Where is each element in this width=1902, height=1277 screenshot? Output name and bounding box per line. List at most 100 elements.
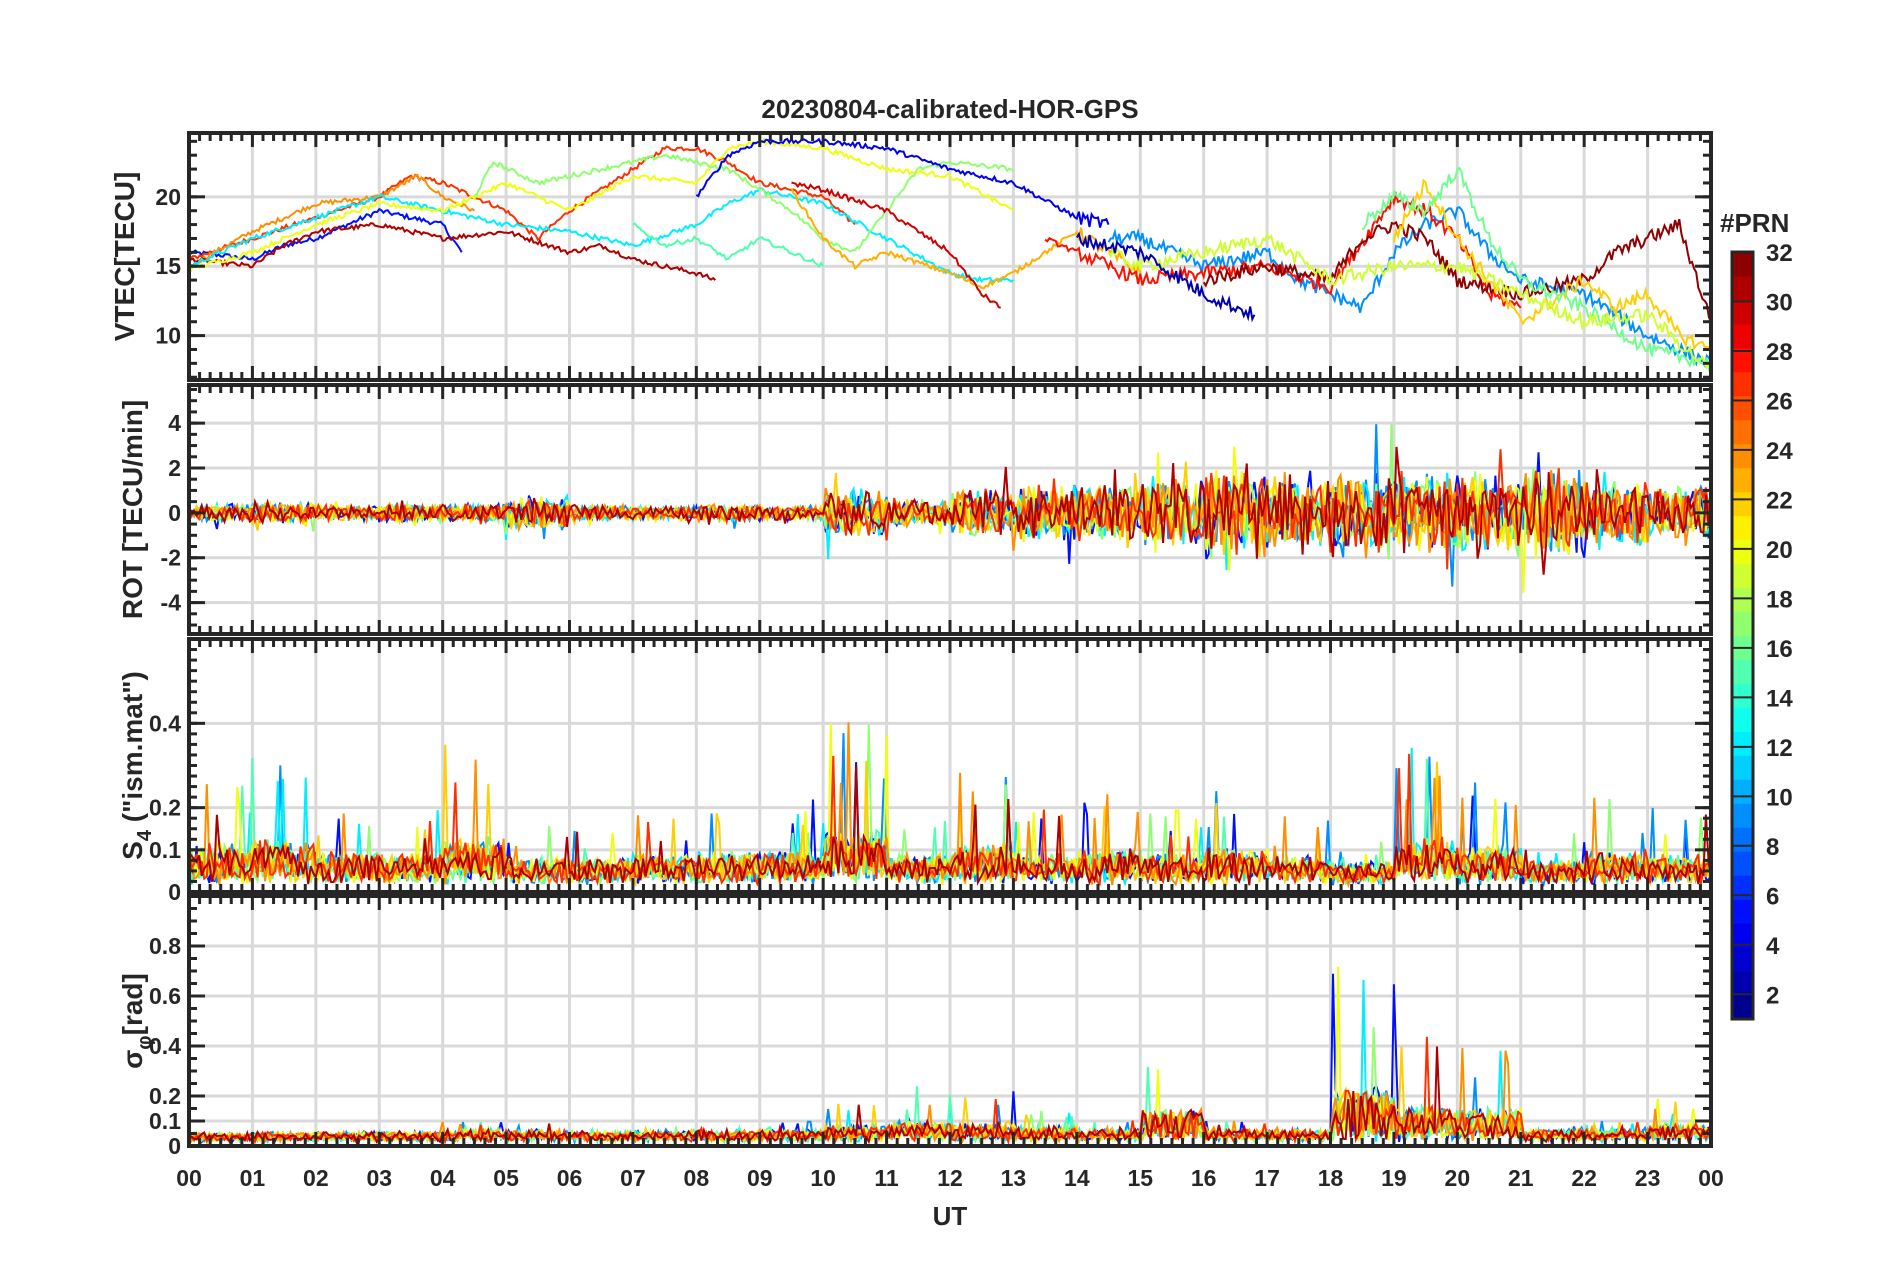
colorbar-level xyxy=(1732,731,1753,756)
colorbar-level xyxy=(1732,491,1753,517)
x-tick-label: 12 xyxy=(937,1165,963,1191)
colorbar-level xyxy=(1732,467,1753,493)
colorbar-level xyxy=(1732,299,1753,325)
colorbar-level xyxy=(1732,755,1753,780)
y-tick-label: 0 xyxy=(168,500,181,526)
colorbar-level xyxy=(1732,347,1753,373)
y-tick-label: 15 xyxy=(155,253,181,279)
colorbar-tick-label: 30 xyxy=(1766,289,1793,316)
y-label-text: σ xyxy=(117,1050,148,1069)
colorbar-level xyxy=(1732,515,1753,541)
colorbar-level xyxy=(1732,779,1753,804)
vtec-line-prn19 xyxy=(1107,232,1711,371)
x-tick-label: 04 xyxy=(430,1165,456,1191)
colorbar-level xyxy=(1732,827,1753,852)
colorbar-level xyxy=(1732,563,1753,589)
y-label-suffix: ("ism.mat") xyxy=(117,671,148,830)
x-tick-label: 07 xyxy=(620,1165,646,1191)
y-tick-label: 0.2 xyxy=(149,795,181,821)
vtec-line-prn30 xyxy=(791,181,1002,309)
vtec-line-prn5 xyxy=(189,207,463,262)
x-tick-label: 15 xyxy=(1127,1165,1153,1191)
y-tick-label: -2 xyxy=(161,545,181,571)
y-label-suffix: [rad] xyxy=(117,973,148,1035)
colorbar-tick-label: 12 xyxy=(1766,735,1793,762)
y-tick-label: 0.1 xyxy=(149,1108,181,1134)
y-axis-label: S4 ("ism.mat") xyxy=(117,671,156,860)
x-tick-label: 20 xyxy=(1445,1165,1471,1191)
colorbar-level xyxy=(1732,371,1753,397)
colorbar-level xyxy=(1732,252,1753,277)
x-tick-label: 13 xyxy=(1001,1165,1027,1191)
y-tick-label: 0 xyxy=(168,879,181,905)
x-tick-label: 18 xyxy=(1318,1165,1344,1191)
x-tick-label: 17 xyxy=(1254,1165,1280,1191)
colorbar-tick-label: 32 xyxy=(1766,240,1793,267)
y-tick-label: 0.6 xyxy=(149,983,181,1009)
colorbar-tick-label: 2 xyxy=(1766,982,1779,1009)
panel-s4: 00.10.20.4S4 ("ism.mat") xyxy=(117,637,1713,905)
vtec-line-prn17 xyxy=(473,153,1014,253)
colorbar-tick-label: 10 xyxy=(1766,784,1793,811)
vtec-line-prn23 xyxy=(790,187,1142,290)
x-tick-label: 23 xyxy=(1635,1165,1661,1191)
colorbar-level xyxy=(1732,539,1753,565)
x-tick-label: 02 xyxy=(303,1165,329,1191)
colorbar-level xyxy=(1732,683,1753,708)
colorbar-level xyxy=(1732,275,1753,301)
vtec-line-prn12 xyxy=(189,187,1014,284)
colorbar-level xyxy=(1732,923,1753,948)
y-tick-label: 20 xyxy=(155,184,181,210)
colorbar-tick-label: 8 xyxy=(1766,834,1779,861)
colorbar-tick-label: 6 xyxy=(1766,883,1779,910)
x-tick-label: 00 xyxy=(1698,1165,1724,1191)
vtec-line-prn20 xyxy=(189,137,1015,273)
y-tick-label: 0.4 xyxy=(149,1033,181,1059)
colorbar-level xyxy=(1732,803,1753,828)
y-tick-label: 10 xyxy=(155,323,181,349)
colorbar-level xyxy=(1732,419,1753,445)
y-tick-label: 0.8 xyxy=(149,933,181,959)
x-tick-label: 00 xyxy=(176,1165,202,1191)
s4-line-prn27 xyxy=(189,753,1711,887)
x-tick-label: 03 xyxy=(366,1165,392,1191)
panel-vtec: 10 15 20 VTEC[TECU] xyxy=(109,131,1713,382)
series-group xyxy=(189,423,1711,593)
colorbar-tick-label: 28 xyxy=(1766,339,1793,366)
x-tick-label: 16 xyxy=(1191,1165,1217,1191)
s4-line-prn31 xyxy=(189,765,1711,887)
series-group xyxy=(189,137,1711,373)
x-axis-label: UT xyxy=(933,1201,968,1231)
colorbar-level xyxy=(1732,395,1753,421)
rot-line-prn27 xyxy=(189,449,1711,570)
x-tick-label: 09 xyxy=(747,1165,773,1191)
vtec-line-prn16 xyxy=(1361,166,1711,373)
y-label-text: S xyxy=(117,841,148,860)
y-label-subscript: 4 xyxy=(134,829,156,841)
colorbar-tick-label: 26 xyxy=(1766,388,1793,415)
y-label-subscript: φ xyxy=(134,1035,156,1049)
colorbar-level xyxy=(1732,899,1753,924)
y-tick-label: 0 xyxy=(168,1133,181,1159)
y-tick-label: 0.1 xyxy=(149,837,181,863)
chart-title: 20230804-calibrated-HOR-GPS xyxy=(761,94,1138,124)
x-tick-label: 08 xyxy=(684,1165,710,1191)
y-tick-label: 2 xyxy=(168,455,181,481)
colorbar-tick-label: 24 xyxy=(1766,438,1793,465)
y-label-text: VTEC[TECU] xyxy=(109,172,140,342)
colorbar-level xyxy=(1732,707,1753,732)
colorbar-tick-label: 18 xyxy=(1766,586,1793,613)
vtec-line-prn2 xyxy=(1075,231,1256,323)
colorbar-level xyxy=(1732,875,1753,900)
y-tick-label: 0.2 xyxy=(149,1083,181,1109)
x-tick-label: 06 xyxy=(557,1165,583,1191)
x-tick-label: 21 xyxy=(1508,1165,1534,1191)
vtec-line-prn24 xyxy=(189,173,476,268)
rot-line-prn24 xyxy=(189,470,1711,559)
x-tick-label: 14 xyxy=(1064,1165,1090,1191)
x-tick-label: 10 xyxy=(810,1165,836,1191)
rot-line-prn31 xyxy=(189,446,1711,575)
colorbar-level xyxy=(1732,995,1753,1020)
